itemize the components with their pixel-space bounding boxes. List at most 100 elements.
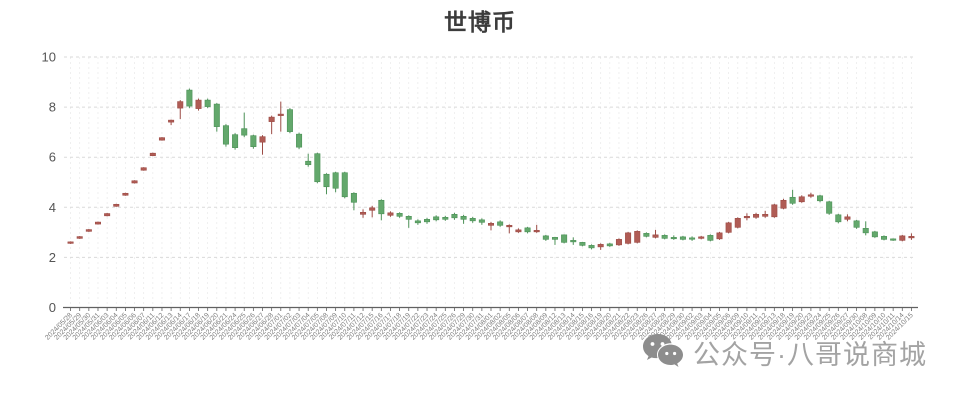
candle (753, 212, 760, 219)
candle (652, 229, 659, 239)
candle (149, 152, 156, 157)
candles (67, 88, 915, 250)
candle (369, 205, 376, 218)
candle (286, 108, 293, 134)
candle (606, 242, 613, 247)
candle (643, 232, 650, 238)
y-tick-label: 10 (42, 50, 56, 65)
candle (195, 98, 202, 111)
watermark: 公众号·八哥说商城 (640, 332, 927, 372)
vertical-gridlines (70, 57, 912, 308)
candle (104, 213, 111, 217)
candle (890, 238, 897, 241)
candle (570, 237, 577, 245)
candle (186, 88, 193, 109)
candle (798, 195, 805, 203)
candle (140, 167, 147, 171)
candle (158, 137, 165, 141)
candle (250, 134, 257, 149)
candle (277, 101, 284, 132)
candle (506, 224, 513, 234)
candle (615, 238, 622, 246)
candle (634, 230, 641, 244)
candle (597, 243, 604, 250)
candle (908, 233, 915, 240)
candle (122, 192, 129, 196)
candle (414, 219, 421, 225)
candle (762, 210, 769, 218)
candle (807, 192, 814, 198)
candle (716, 231, 723, 240)
y-tick-label: 0 (49, 300, 56, 315)
candle (460, 214, 467, 224)
candle (743, 213, 750, 221)
candle (588, 244, 595, 250)
candle (232, 133, 239, 150)
candle (625, 231, 632, 245)
candle (899, 234, 906, 242)
candle (177, 100, 184, 120)
candle (853, 219, 860, 229)
y-axis-labels: 0 2 4 6 8 10 (42, 50, 56, 316)
candle (241, 112, 248, 138)
candle (533, 224, 540, 233)
candle (67, 241, 74, 244)
candle (862, 221, 869, 236)
y-tick-label: 4 (49, 200, 56, 215)
candle (844, 214, 851, 222)
x-axis: 2024/05/282024/05/292024/05/302024/05/31… (44, 306, 918, 342)
candle (835, 213, 842, 224)
candle (341, 171, 348, 199)
candle (524, 226, 531, 234)
candle (350, 192, 357, 211)
candle (881, 235, 888, 241)
candle (478, 218, 485, 225)
candle (826, 200, 833, 215)
candle (259, 135, 266, 155)
candle (817, 194, 824, 203)
candle (515, 228, 522, 233)
candle (579, 241, 586, 247)
candle (424, 217, 431, 224)
candle (204, 98, 211, 109)
watermark-text: 公众号·八哥说商城 (693, 339, 927, 370)
candle (871, 230, 878, 238)
candle (314, 152, 321, 184)
candle (789, 189, 796, 205)
candle (780, 198, 787, 210)
candle (360, 209, 367, 218)
y-tick-label: 8 (49, 100, 56, 115)
candle (661, 234, 668, 240)
candle (332, 171, 339, 193)
candle (469, 216, 476, 223)
candle (670, 235, 677, 240)
candle (396, 212, 403, 218)
candle (561, 234, 568, 244)
candle (268, 115, 275, 135)
candle (94, 221, 101, 225)
candle (698, 235, 705, 240)
candle (85, 229, 92, 232)
y-tick-label: 6 (49, 150, 56, 165)
candle (771, 203, 778, 218)
candle (387, 211, 394, 217)
wechat-icon (643, 334, 683, 367)
candle (487, 221, 494, 231)
candle (213, 103, 220, 132)
candle (305, 153, 312, 167)
candle (689, 236, 696, 241)
candle (679, 235, 686, 241)
candle (323, 173, 330, 195)
y-tick-label: 2 (49, 250, 56, 265)
candle (551, 236, 558, 245)
candle (168, 119, 175, 126)
candle (734, 217, 741, 229)
candle (433, 215, 440, 222)
candle (378, 199, 385, 221)
candle (542, 234, 549, 241)
candle (296, 132, 303, 150)
candle (113, 203, 120, 207)
page-title: 世博币 (444, 9, 516, 35)
